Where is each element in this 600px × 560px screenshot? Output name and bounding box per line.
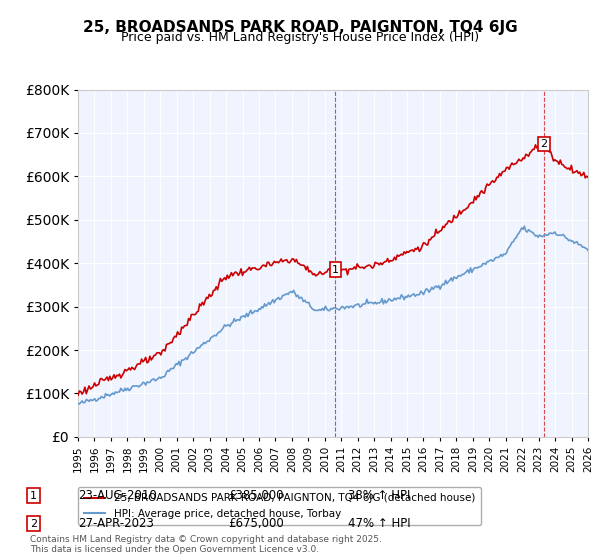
Text: Contains HM Land Registry data © Crown copyright and database right 2025.
This d: Contains HM Land Registry data © Crown c… <box>30 535 382 554</box>
Text: 25, BROADSANDS PARK ROAD, PAIGNTON, TQ4 6JG: 25, BROADSANDS PARK ROAD, PAIGNTON, TQ4 … <box>83 20 517 35</box>
Text: 38% ↑ HPI: 38% ↑ HPI <box>348 489 410 502</box>
Text: £675,000: £675,000 <box>228 517 284 530</box>
Text: 23-AUG-2010: 23-AUG-2010 <box>78 489 157 502</box>
Text: 1: 1 <box>30 491 37 501</box>
Text: 47% ↑ HPI: 47% ↑ HPI <box>348 517 410 530</box>
Text: 2: 2 <box>30 519 37 529</box>
Legend: 25, BROADSANDS PARK ROAD, PAIGNTON, TQ4 6JG (detached house), HPI: Average price: 25, BROADSANDS PARK ROAD, PAIGNTON, TQ4 … <box>78 487 481 525</box>
Text: 1: 1 <box>332 265 339 275</box>
Text: 27-APR-2023: 27-APR-2023 <box>78 517 154 530</box>
Text: £385,000: £385,000 <box>228 489 284 502</box>
Text: Price paid vs. HM Land Registry's House Price Index (HPI): Price paid vs. HM Land Registry's House … <box>121 31 479 44</box>
Text: 2: 2 <box>541 139 547 149</box>
